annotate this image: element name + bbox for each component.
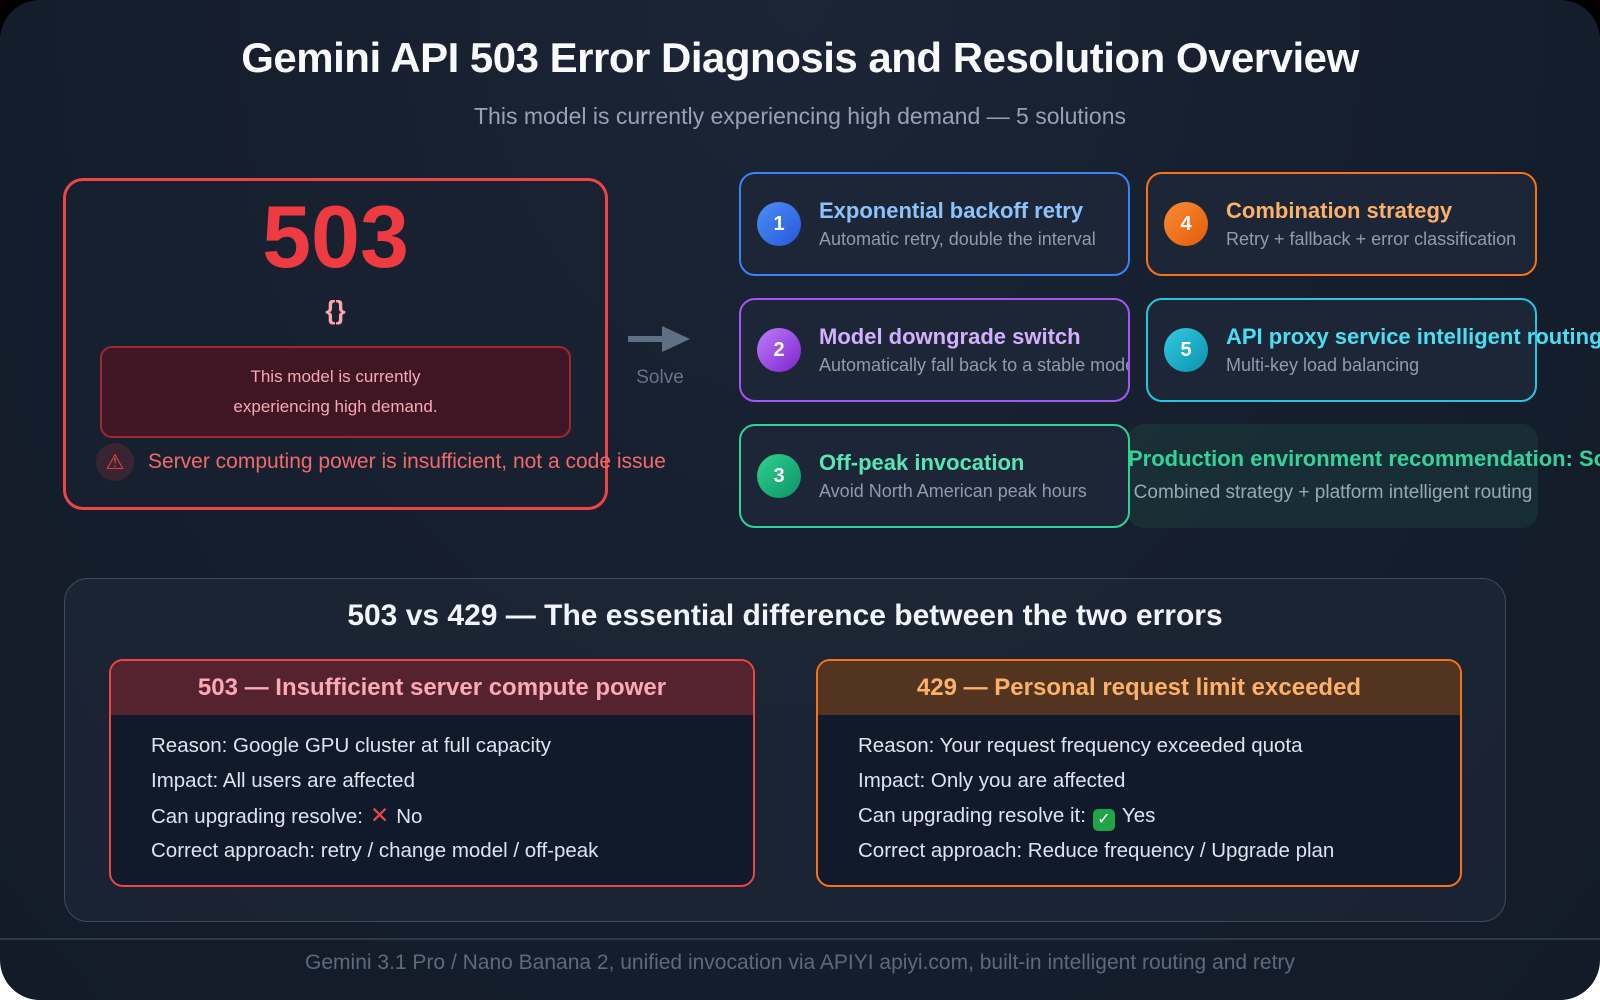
- solution-number-badge: 1: [757, 202, 801, 246]
- card-429-comparison: 429 — Personal request limit exceeded Re…: [816, 659, 1462, 887]
- check-mark-icon: ✓: [1092, 809, 1115, 831]
- solution-desc: Avoid North American peak hours: [819, 481, 1087, 501]
- card-503-comparison: 503 — Insufficient server compute power …: [109, 659, 755, 887]
- approach-row: Correct approach: Reduce frequency / Upg…: [858, 839, 1335, 862]
- approach-row: Correct approach: retry / change model /…: [151, 839, 599, 862]
- comparison-heading: 503 vs 429 — The essential difference be…: [347, 599, 1223, 632]
- footer-divider: [0, 938, 1600, 940]
- warning-text: Server computing power is insufficient, …: [148, 450, 666, 473]
- page-title: Gemini API 503 Error Diagnosis and Resol…: [241, 34, 1359, 81]
- solution-title: Exponential backoff retry: [819, 198, 1084, 223]
- warning-triangle-icon: ⚠: [96, 443, 134, 481]
- card-429-header: 429 — Personal request limit exceeded: [818, 661, 1460, 715]
- footer-text: Gemini 3.1 Pro / Nano Banana 2, unified …: [305, 951, 1295, 974]
- recommendation-desc: Combined strategy + platform intelligent…: [1133, 482, 1533, 503]
- solution-number-badge: 2: [757, 328, 801, 372]
- solution-number-badge: 3: [757, 454, 801, 498]
- recommendation-box: Production environment recommendation: S…: [1128, 424, 1600, 528]
- error-message-quote: This model is currently experiencing hig…: [100, 346, 571, 438]
- solution-title: API proxy service intelligent routing: [1226, 324, 1600, 349]
- impact-row: Impact: All users are affected: [151, 769, 415, 792]
- comparison-panel: 503 vs 429 — The essential difference be…: [64, 578, 1506, 922]
- solution-number-badge: 5: [1164, 328, 1208, 372]
- impact-row: Impact: Only you are affected: [858, 769, 1126, 792]
- card-503-header: 503 — Insufficient server compute power: [111, 661, 753, 715]
- solution-card-2: 2 Model downgrade switch Automatically f…: [739, 298, 1130, 402]
- solution-card-3: 3 Off-peak invocation Avoid North Americ…: [739, 424, 1130, 528]
- reason-row: Reason: Google GPU cluster at full capac…: [151, 734, 551, 757]
- reason-row: Reason: Your request frequency exceeded …: [858, 734, 1303, 757]
- solution-desc: Automatically fall back to a stable mode…: [819, 355, 1130, 375]
- solution-desc: Retry + fallback + error classification: [1226, 229, 1517, 249]
- solution-card-5: 5 API proxy service intelligent routing …: [1146, 298, 1600, 402]
- page-subtitle: This model is currently experiencing hig…: [474, 103, 1126, 129]
- error-503-panel: 503 {} This model is currently experienc…: [63, 178, 666, 510]
- error-code: 503: [262, 187, 409, 286]
- braces-icon: {}: [325, 295, 346, 325]
- upgrade-verdict-row: Can upgrading resolve: ✕ No: [151, 802, 423, 828]
- cross-mark-icon: ✕: [369, 802, 390, 828]
- solution-title: Off-peak invocation: [819, 450, 1025, 475]
- warning-row: ⚠ Server computing power is insufficient…: [96, 443, 666, 481]
- upgrade-verdict-row: Can upgrading resolve it: ✓ Yes: [858, 798, 1420, 833]
- solution-title: Combination strategy: [1226, 198, 1453, 223]
- solution-card-4: 4 Combination strategy Retry + fallback …: [1146, 172, 1537, 276]
- quote-line-1: This model is currently: [250, 367, 421, 386]
- solution-card-1: 1 Exponential backoff retry Automatic re…: [739, 172, 1130, 276]
- solve-arrow-block: Solve: [626, 324, 694, 389]
- solve-label: Solve: [636, 367, 684, 388]
- right-arrow-icon: [628, 326, 690, 352]
- solution-title: Model downgrade switch: [819, 324, 1081, 349]
- solution-desc: Multi-key load balancing: [1226, 355, 1420, 375]
- solution-number-badge: 4: [1164, 202, 1208, 246]
- quote-line-2: experiencing high demand.: [233, 396, 438, 416]
- solution-desc: Automatic retry, double the interval: [819, 229, 1096, 249]
- recommendation-title: Production environment recommendation: S…: [1128, 446, 1600, 471]
